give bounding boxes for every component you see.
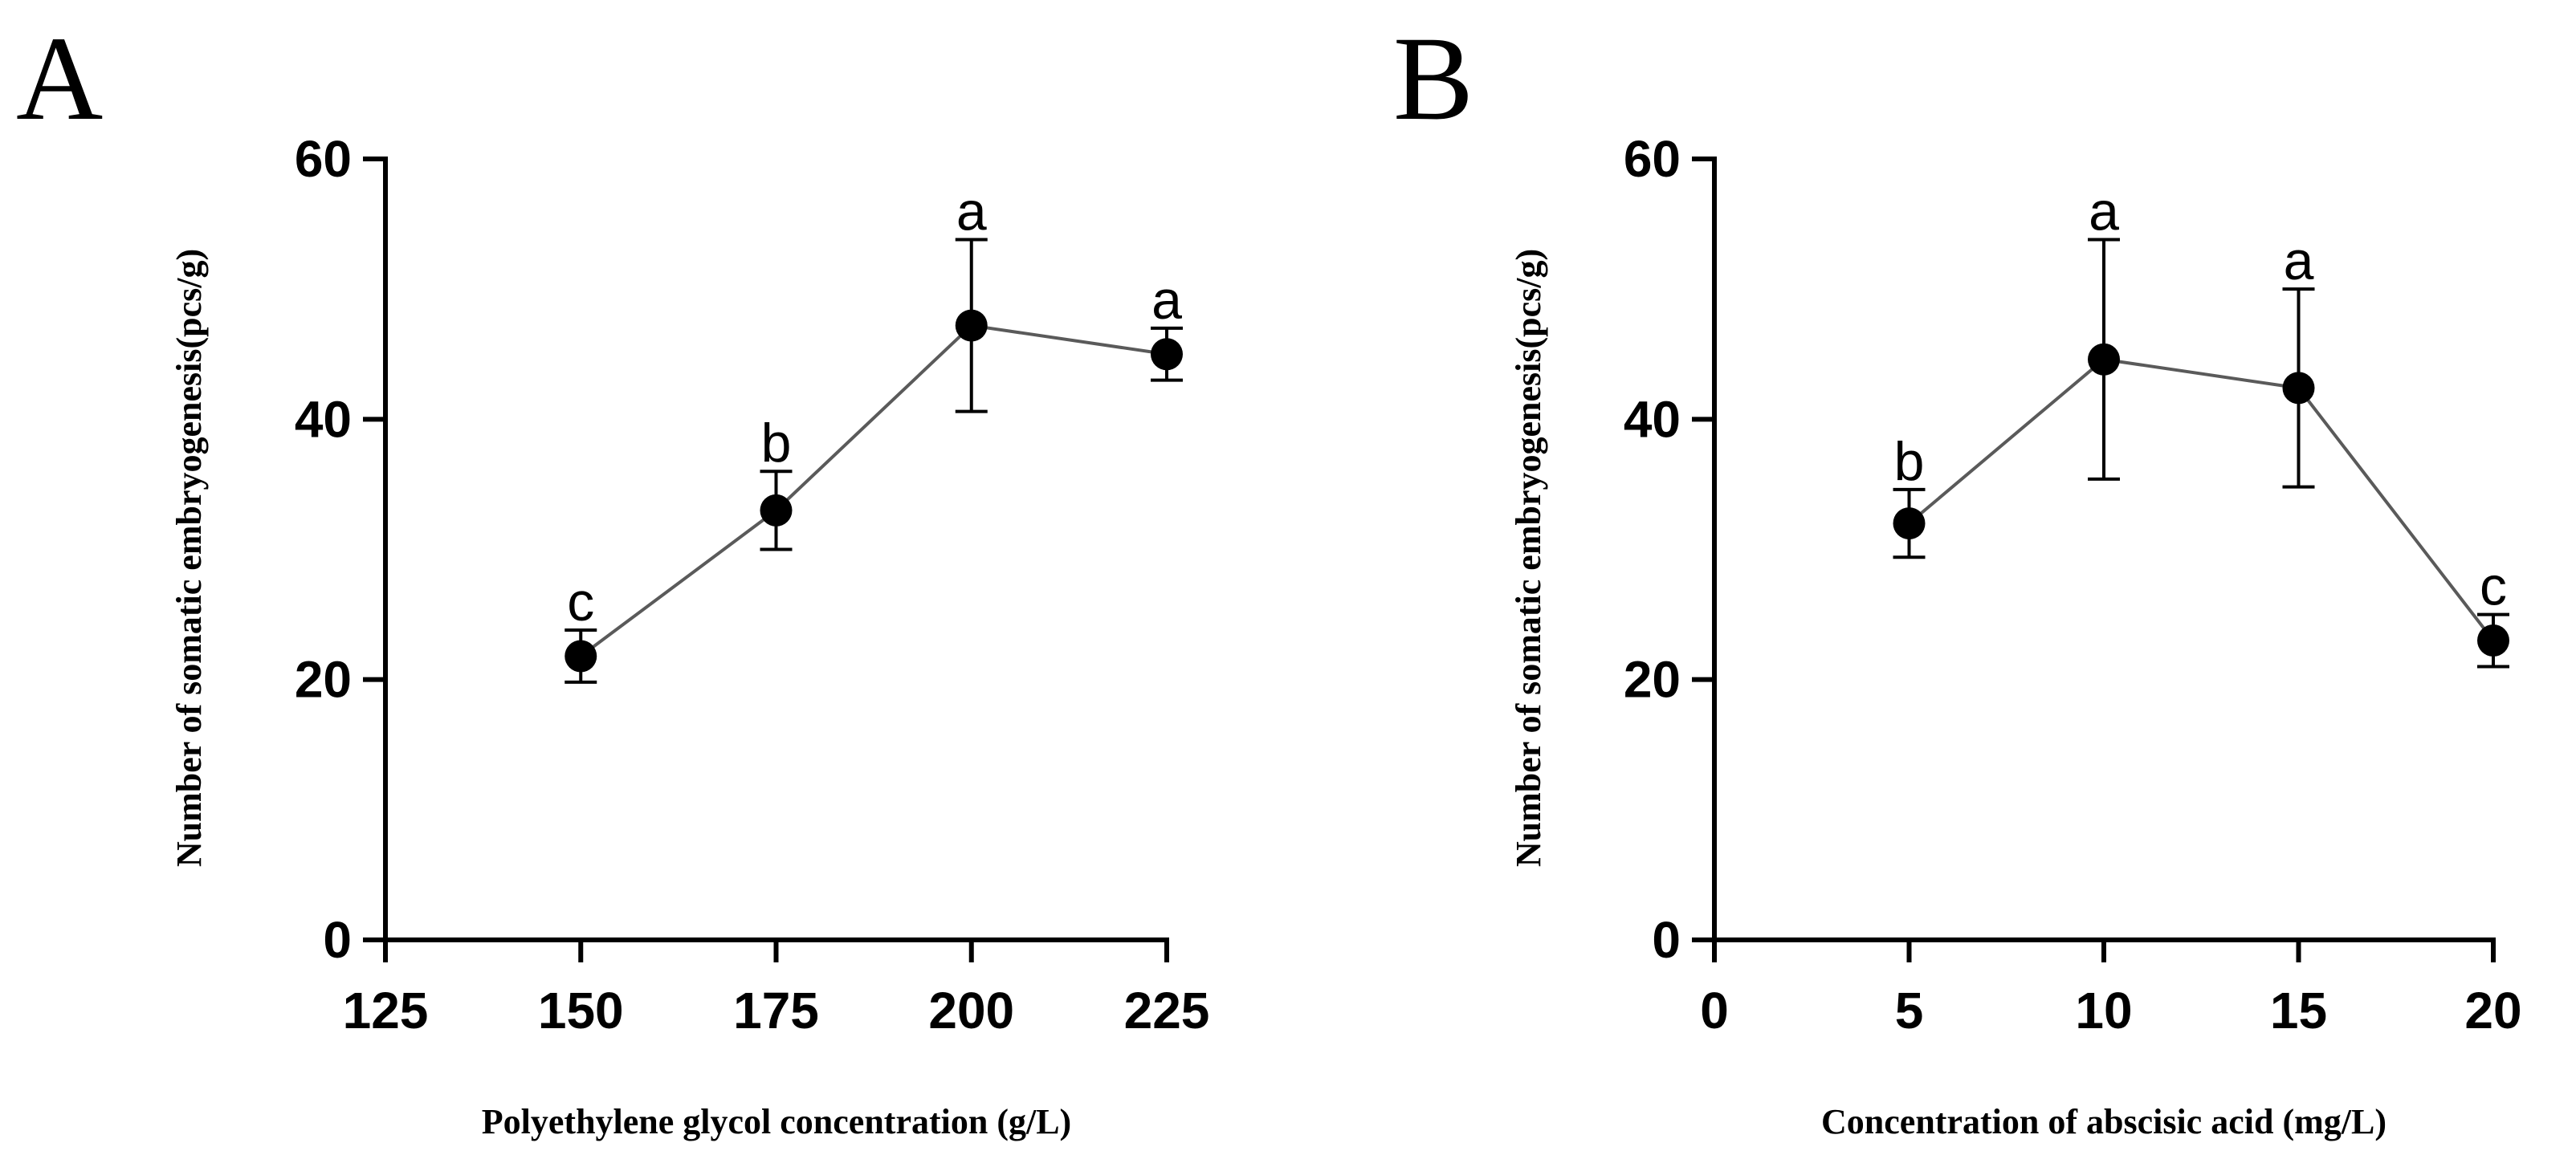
y-tick-label: 40 <box>295 390 352 448</box>
significance-label: a <box>2284 230 2314 291</box>
x-tick-label: 20 <box>2464 982 2521 1039</box>
y-axis-title-b: Number of somatic embryogenesis(pcs/g) <box>1509 249 1548 867</box>
chart-panel-b: B Number of somatic embryogenesis(pcs/g)… <box>1393 12 2522 1141</box>
series-line-a <box>580 323 1168 658</box>
y-tick-label: 40 <box>1624 390 1681 448</box>
y-tick-label: 60 <box>295 130 352 188</box>
data-point <box>760 494 793 527</box>
chart-panel-a: A Number of somatic embryogenesis(pcs/g)… <box>16 12 1209 1141</box>
x-tick-label: 0 <box>1700 982 1729 1039</box>
significance-label: c <box>2480 556 2507 617</box>
data-point <box>2282 372 2315 405</box>
plot-area-b: 0 20 40 60 0 5 10 15 20 b a a c <box>1624 130 2522 1039</box>
y-tick-label: 20 <box>295 651 352 709</box>
y-tick-label: 60 <box>1624 130 1681 188</box>
significance-label: c <box>567 571 594 632</box>
data-point <box>565 640 597 673</box>
panel-label-a: A <box>16 12 103 145</box>
x-axis-title-a: Polyethylene glycol concentration (g/L) <box>482 1102 1071 1141</box>
x-tick-label: 15 <box>2270 982 2327 1039</box>
x-tick-label: 150 <box>538 982 624 1039</box>
significance-label: b <box>1894 431 1925 492</box>
x-axis-title-b: Concentration of abscisic acid (mg/L) <box>1821 1102 2386 1141</box>
x-tick-label: 225 <box>1124 982 1210 1039</box>
x-tick-label: 125 <box>343 982 429 1039</box>
data-point <box>1151 338 1183 371</box>
y-tick-label: 20 <box>1624 651 1681 709</box>
x-tick-label: 175 <box>733 982 819 1039</box>
data-point <box>1893 507 1926 540</box>
significance-label: b <box>761 413 792 474</box>
significance-label: a <box>956 181 987 242</box>
data-point <box>2088 343 2120 376</box>
plot-area-a: 0 20 40 60 125 150 175 200 225 c b a a <box>295 130 1210 1039</box>
y-axis-title-a: Number of somatic embryogenesis(pcs/g) <box>169 249 209 867</box>
y-tick-label: 0 <box>1652 911 1681 969</box>
x-tick-label: 5 <box>1895 982 1924 1039</box>
panel-label-b: B <box>1393 12 1473 145</box>
data-point <box>955 309 988 342</box>
y-tick-label: 0 <box>323 911 352 969</box>
significance-label: a <box>1151 270 1182 331</box>
significance-label: a <box>2089 181 2119 242</box>
series-line-b <box>1908 357 2495 642</box>
x-tick-label: 10 <box>2075 982 2132 1039</box>
x-tick-label: 200 <box>928 982 1014 1039</box>
data-point <box>2477 624 2509 657</box>
